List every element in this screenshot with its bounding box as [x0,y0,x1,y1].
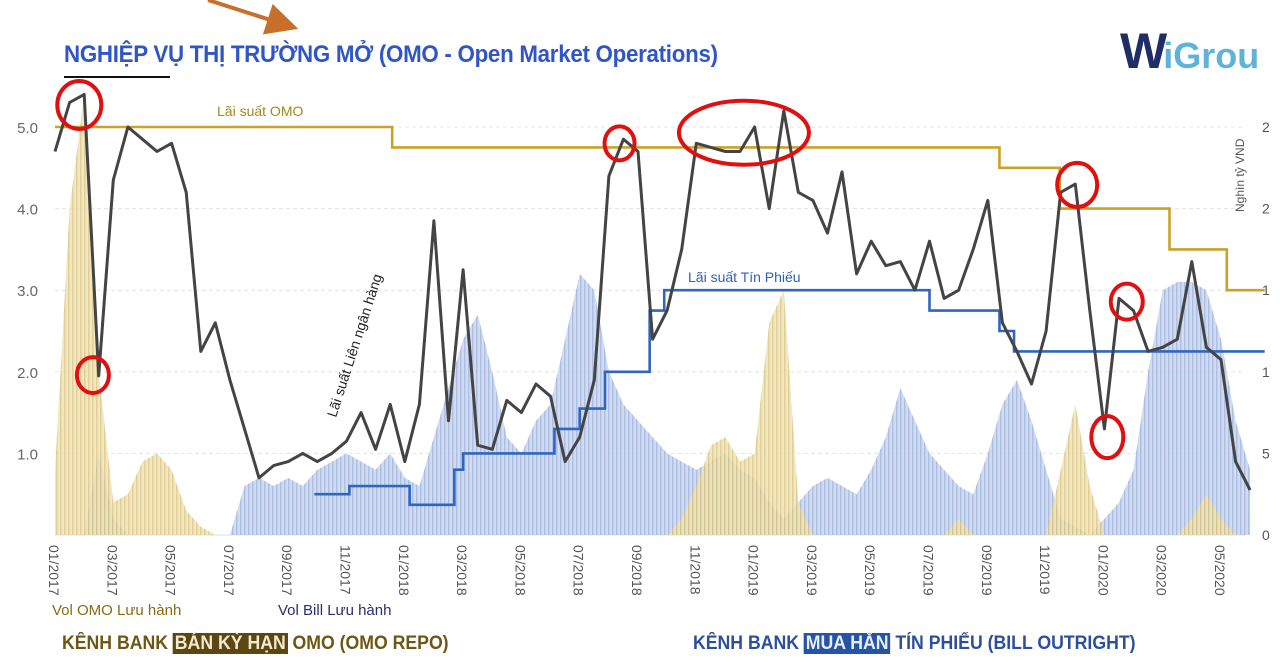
bill-rate-label: Lãi suất Tín Phiếu [688,269,801,285]
y2-tick-label: 2 [1262,201,1270,217]
y2-tick-label: 2 [1262,119,1270,135]
y2-axis-label: Nghìn tỷ VND [1233,138,1247,212]
caption-suffix: TÍN PHIẾU (BILL OUTRIGHT) [890,633,1136,654]
caption-prefix: KÊNH BANK [62,633,173,654]
y2-tick-label: 5 [1262,445,1270,461]
x-tick-label: 09/2017 [279,545,295,596]
y-tick-label: 5.0 [17,120,38,137]
bill-rate-line [314,288,1265,507]
y-tick-label: 2.0 [17,365,38,382]
x-tick-label: 07/2019 [921,545,937,596]
title-underline [64,76,170,78]
page-title: NGHIỆP VỤ THỊ TRƯỜNG MỞ (OMO - Open Mark… [64,41,718,68]
bottom-caption-bill-outright: KÊNH BANK MUA HẲN TÍN PHIẾU (BILL OUTRIG… [693,633,1136,655]
y-tick-label: 3.0 [17,283,38,300]
x-tick-label: 05/2020 [1212,545,1228,596]
y-tick-label: 4.0 [17,202,38,219]
x-tick-label: 09/2019 [979,545,995,596]
x-tick-label: 11/2017 [338,545,354,595]
legend-bill-volume: Vol Bill Lưu hành [278,602,391,619]
x-tick-label: 03/2020 [1154,545,1170,596]
bottom-caption-omo-repo: KÊNH BANK BÁN KỲ HẠN OMO (OMO REPO) [62,633,449,655]
logo: WiGrou [1120,22,1259,80]
pointer-arrow [207,0,299,35]
legend-omo-volume: Vol OMO Lưu hành [52,602,181,619]
y2-tick-label: 0 [1262,527,1270,543]
x-tick-label: 09/2018 [629,545,645,596]
bill-volume-area [55,273,1251,535]
highlight-circle [676,98,811,167]
x-tick-label: 03/2019 [804,545,820,596]
volume-areas [55,94,1251,536]
x-tick-label: 03/2018 [454,545,470,596]
x-tick-label: 01/2020 [1095,545,1111,596]
y2-tick-label: 1 [1262,282,1270,298]
caption-highlight: BÁN KỲ HẠN [172,633,288,654]
x-tick-label: 03/2017 [104,545,120,596]
caption-prefix: KÊNH BANK [693,633,804,654]
highlight-circle [55,78,104,131]
highlight-circle [74,355,111,396]
highlight-circle [602,124,637,163]
caption-highlight: MUA HẲN [803,633,891,654]
interbank-rate-line [53,92,1252,491]
axis-ticks: 1.0 2.0 3.0 4.0 5.0 0 5 1 1 2 2 01/2017 03/2017 05/20… [17,119,1270,596]
x-tick-label: 05/2018 [512,545,528,596]
x-tick-label: 11/2019 [1037,545,1053,595]
logo-text: iGrou [1163,35,1260,76]
highlight-circle [1089,414,1126,461]
x-tick-label: 05/2017 [163,545,179,596]
x-tick-label: 01/2018 [396,545,412,596]
x-tick-label: 07/2017 [221,545,237,596]
x-tick-label: 11/2018 [687,545,703,595]
y-tick-label: 1.0 [17,446,38,463]
rate-lines [53,92,1265,507]
interbank-rate-label: Lãi suất Liên ngân hàng [324,272,385,419]
omo-rate-label: Lãi suất OMO [217,103,303,119]
x-tick-label: 01/2019 [746,545,762,596]
omo-volume-area [55,94,1251,536]
highlight-circle [1055,160,1100,209]
logo-mark: W [1120,23,1167,79]
omo-rate-line [55,125,1265,292]
y2-tick-label: 1 [1262,364,1270,380]
highlight-circle [1108,281,1145,322]
caption-suffix: OMO (OMO REPO) [287,633,449,654]
x-tick-label: 05/2019 [862,545,878,596]
x-tick-label: 01/2017 [46,545,62,596]
x-tick-label: 07/2018 [571,545,587,596]
